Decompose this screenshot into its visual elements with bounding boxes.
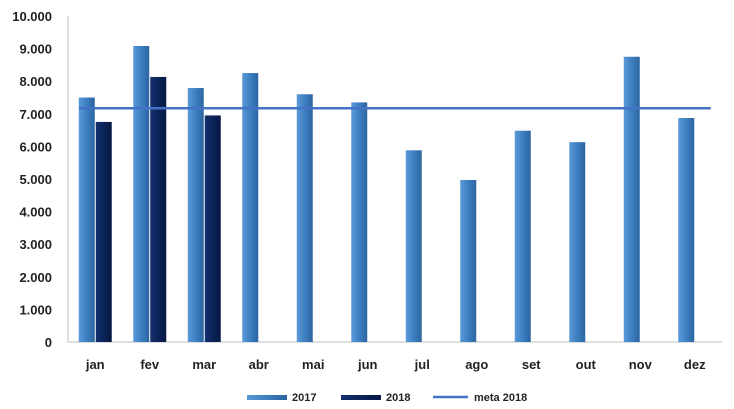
y-tick-label: 6.000 — [19, 139, 52, 154]
x-tick-label: mai — [302, 357, 324, 372]
bar-2018-jan — [95, 121, 112, 342]
x-tick-label: dez — [684, 357, 706, 372]
bar-2017-mai — [296, 94, 313, 343]
bars — [78, 45, 695, 343]
y-tick-label: 4.000 — [19, 205, 52, 220]
bar-2017-jan — [78, 97, 95, 342]
x-tick-label: out — [576, 357, 597, 372]
x-tick-label: jan — [85, 357, 105, 372]
bar-2017-jun — [351, 102, 368, 342]
legend-swatch-2018 — [341, 395, 381, 400]
legend-label-2017: 2017 — [292, 392, 316, 404]
bar-2018-fev — [150, 76, 167, 342]
legend: 2017 2018 meta 2018 — [247, 392, 527, 404]
y-tick-label: 5.000 — [19, 172, 52, 187]
x-tick-label: mar — [192, 357, 216, 372]
bar-2017-dez — [678, 118, 695, 343]
bar-2017-fev — [133, 45, 150, 342]
bar-2017-abr — [242, 73, 259, 343]
y-tick-label: 1.000 — [19, 302, 52, 317]
y-tick-label: 2.000 — [19, 270, 52, 285]
y-tick-label: 9.000 — [19, 42, 52, 57]
legend-label-meta-2018: meta 2018 — [474, 392, 527, 404]
y-tick-label: 3.000 — [19, 237, 52, 252]
x-tick-label: nov — [629, 357, 653, 372]
legend-label-2018: 2018 — [386, 392, 410, 404]
x-tick-label: jul — [414, 357, 430, 372]
y-tick-label: 10.000 — [12, 9, 52, 24]
y-tick-label: 8.000 — [19, 74, 52, 89]
bar-2017-ago — [460, 179, 477, 342]
bar-2017-out — [569, 142, 586, 342]
x-tick-label: set — [522, 357, 541, 372]
bar-2017-mar — [187, 88, 204, 343]
y-tick-label: 7.000 — [19, 107, 52, 122]
x-tick-label: fev — [140, 357, 160, 372]
x-tick-label: jun — [357, 357, 378, 372]
bar-2017-jul — [405, 150, 422, 342]
bar-2017-set — [514, 130, 531, 342]
bar-2018-mar — [204, 115, 221, 343]
y-axis: 0 1.000 2.000 3.000 4.000 5.000 6.000 7.000 8.00… — [12, 9, 69, 350]
bar-2017-nov — [623, 56, 640, 342]
x-tick-label: ago — [465, 357, 488, 372]
legend-swatch-2017 — [247, 395, 287, 400]
x-axis: jan fev mar abr mai jun jul ago set out nov dez — [68, 341, 722, 372]
y-tick-label: 0 — [45, 335, 52, 350]
x-tick-label: abr — [249, 357, 269, 372]
